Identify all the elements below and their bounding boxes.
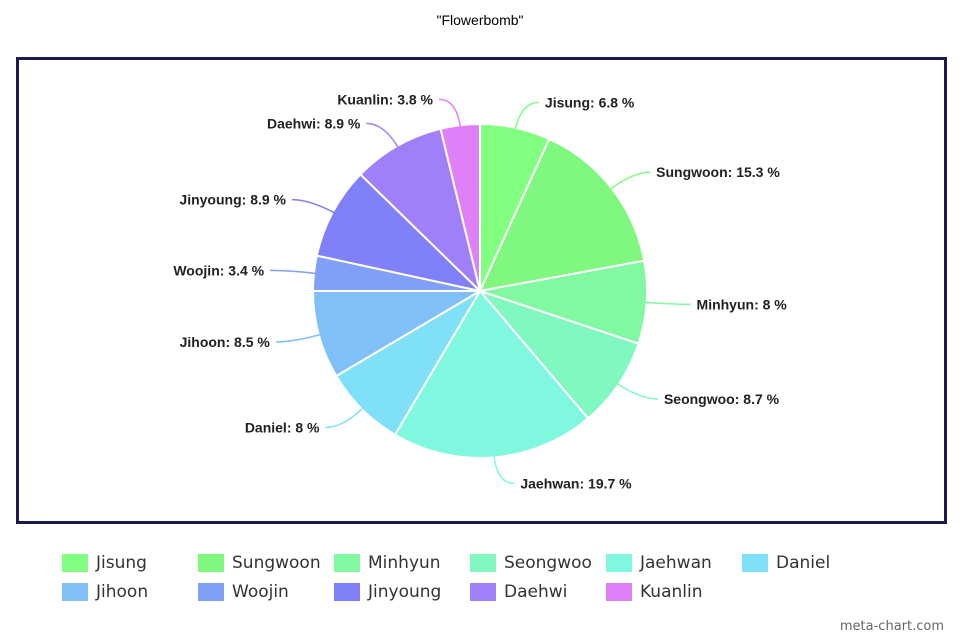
legend-swatch <box>470 582 496 601</box>
legend-swatch <box>606 553 632 572</box>
legend-item-daniel[interactable]: Daniel <box>742 553 878 573</box>
legend-label: Woojin <box>232 581 289 602</box>
legend-item-jisung[interactable]: Jisung <box>62 553 198 573</box>
legend-item-jihoon[interactable]: Jihoon <box>62 582 198 602</box>
legend-label: Daehwi <box>504 581 568 602</box>
legend-swatch <box>62 553 88 572</box>
legend-label: Jinyoung <box>368 581 442 602</box>
leader-line-sungwoon <box>608 171 651 192</box>
legend-row: Jisung Sungwoon Minhyun Seongwoo Jaehwan… <box>62 548 942 577</box>
leader-line-jinyoung <box>292 198 337 215</box>
slice-label-jisung: Jisung: 6.8 % <box>545 94 635 110</box>
legend-label: Minhyun <box>368 552 441 573</box>
legend-label: Jaehwan <box>640 552 712 573</box>
legend-swatch <box>198 582 224 601</box>
legend-item-kuanlin[interactable]: Kuanlin <box>606 582 742 602</box>
chart-title: "Flowerbomb" <box>436 12 524 28</box>
slice-label-woojin: Woojin: 3.4 % <box>173 262 264 278</box>
legend-label: Kuanlin <box>640 581 703 602</box>
slice-labels: Jisung: 6.8 % Sungwoon: 15.3 % Minhyun: 8 … <box>173 91 787 491</box>
legend-swatch <box>334 582 360 601</box>
legend-item-jinyoung[interactable]: Jinyoung <box>334 582 470 602</box>
legend-item-jaehwan[interactable]: Jaehwan <box>606 553 742 573</box>
leader-line-seongwoo <box>614 381 658 400</box>
legend-swatch <box>470 553 496 572</box>
legend-item-minhyun[interactable]: Minhyun <box>334 553 470 573</box>
legend-item-sungwoon[interactable]: Sungwoon <box>198 553 334 573</box>
legend-label: Daniel <box>776 552 831 573</box>
slice-label-sungwoon: Sungwoon: 15.3 % <box>656 164 780 180</box>
legend-label: Seongwoo <box>504 552 592 573</box>
legend-swatch <box>198 553 224 572</box>
slice-label-seongwoo: Seongwoo: 8.7 % <box>664 391 780 407</box>
legend-label: Jihoon <box>96 581 149 602</box>
slice-label-jaehwan: Jaehwan: 19.7 % <box>520 475 632 491</box>
leader-line-jisung <box>513 101 539 132</box>
slice-label-jinyoung: Jinyoung: 8.9 % <box>179 192 286 208</box>
legend-label: Sungwoon <box>232 552 321 573</box>
slice-label-jihoon: Jihoon: 8.5 % <box>180 334 271 350</box>
watermark[interactable]: meta-chart.com <box>839 619 944 634</box>
legend-item-seongwoo[interactable]: Seongwoo <box>470 553 606 573</box>
leader-line-jihoon <box>275 333 323 343</box>
leader-line-kuanlin <box>438 98 462 130</box>
leader-line-jaehwan <box>493 453 515 485</box>
legend-row: Jihoon Woojin Jinyoung Daehwi Kuanlin <box>62 577 942 606</box>
legend-item-woojin[interactable]: Woojin <box>198 582 334 602</box>
slice-label-daniel: Daniel: 8 % <box>245 419 320 435</box>
legend-swatch <box>606 582 632 601</box>
legend: Jisung Sungwoon Minhyun Seongwoo Jaehwan… <box>62 548 942 606</box>
legend-item-daehwi[interactable]: Daehwi <box>470 582 606 602</box>
leader-line-daniel <box>325 405 366 429</box>
legend-swatch <box>62 582 88 601</box>
leader-line-daehwi <box>366 122 400 150</box>
legend-label: Jisung <box>96 552 147 573</box>
leader-line-woojin <box>270 269 319 275</box>
slice-label-kuanlin: Kuanlin: 3.8 % <box>337 91 433 107</box>
legend-swatch <box>742 553 768 572</box>
slice-label-minhyun: Minhyun: 8 % <box>697 296 788 312</box>
leader-line-minhyun <box>642 301 691 306</box>
slice-label-daehwi: Daehwi: 8.9 % <box>267 115 361 131</box>
legend-swatch <box>334 553 360 572</box>
